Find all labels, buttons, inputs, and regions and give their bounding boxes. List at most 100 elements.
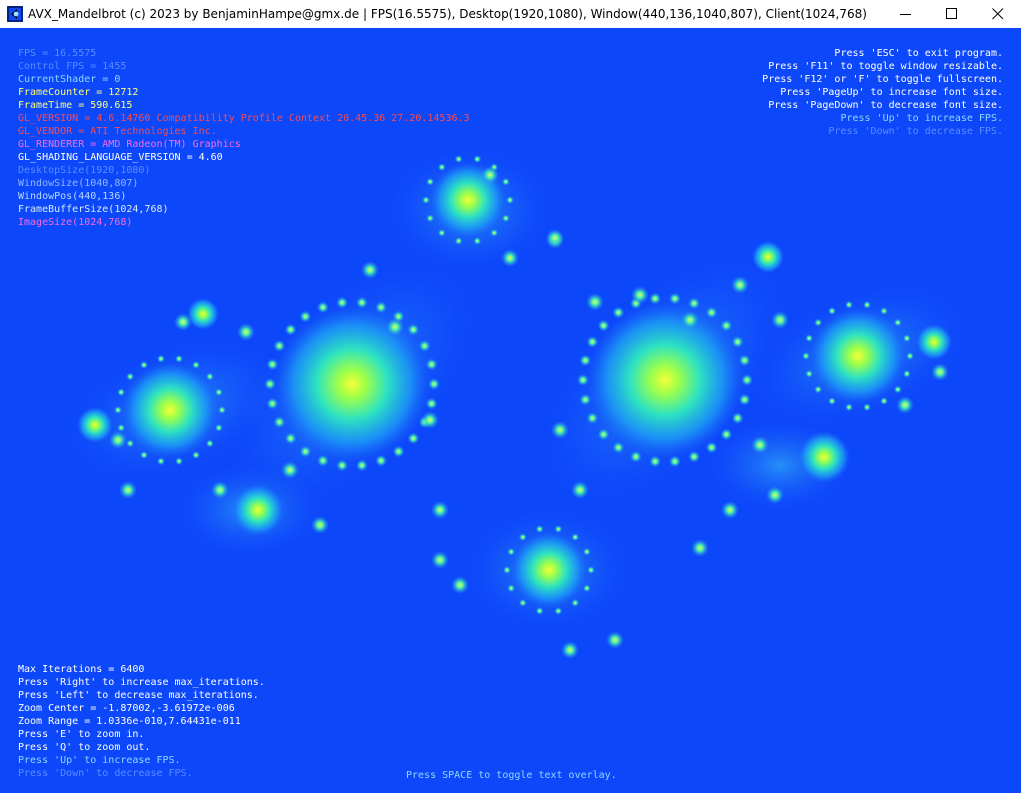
fractal-core — [187, 298, 219, 330]
stats-line: FrameCounter = 12712 — [18, 87, 139, 98]
fractal-bud — [705, 441, 718, 454]
fractal-bud — [266, 397, 279, 410]
fractal-bud — [451, 576, 469, 594]
render-canvas[interactable]: FPS = 16.5575 Control FPS = 1455 CurrentSh… — [0, 28, 1021, 793]
fractal-bud — [814, 385, 823, 394]
fractal-bud — [586, 293, 604, 311]
fractal-bud — [931, 363, 949, 381]
fractal-bud — [214, 388, 223, 397]
key-help-line: Press 'Up' to increase FPS. — [840, 113, 1003, 124]
fractal-bud — [805, 369, 814, 378]
fractal-core — [274, 306, 430, 462]
fractal-bud — [771, 311, 789, 329]
fractal-bud — [554, 525, 563, 534]
key-help-overlay: Press 'ESC' to exit program. Press 'F11' … — [762, 47, 1003, 138]
fractal-bud — [731, 412, 744, 425]
stats-line: GL_VENDOR = ATI Technologies Inc. — [18, 126, 217, 137]
fractal-bud — [473, 236, 482, 245]
fractal-bud — [501, 177, 510, 186]
fractal-bud — [741, 374, 753, 386]
fractal-bud — [902, 334, 911, 343]
fractal-bud — [126, 372, 135, 381]
fractal-bud — [355, 296, 368, 309]
fractal-bud — [299, 310, 312, 323]
fractal-core — [77, 407, 113, 443]
stats-line: FrameBufferSize(1024,768) — [18, 204, 169, 215]
fractal-core — [798, 431, 850, 483]
app-window-icon — [7, 6, 23, 22]
fractal-bud — [629, 450, 642, 463]
fractal-bud — [597, 428, 610, 441]
fractal-bud — [731, 335, 744, 348]
fractal-bud — [668, 455, 681, 468]
fractal-bud — [426, 214, 435, 223]
fractal-bud — [273, 339, 286, 352]
key-help-line: Press 'PageDown' to decrease font size. — [768, 100, 1003, 111]
window-titlebar[interactable]: AVX_Mandelbrot (c) 2023 by BenjaminHampe… — [0, 0, 1021, 28]
fractal-bud — [386, 318, 404, 336]
fractal-bud — [211, 481, 229, 499]
fractal-bud — [126, 439, 135, 448]
fractal-bud — [192, 360, 200, 369]
fractal-bud — [649, 292, 662, 305]
fractal-core — [752, 241, 784, 273]
fractal-bud — [606, 631, 624, 649]
stats-line: DesktopSize(1920,1080) — [18, 165, 151, 176]
fractal-bud — [156, 354, 165, 363]
fractal-bud — [316, 301, 329, 314]
stats-line: Control FPS = 1455 — [18, 61, 127, 72]
fractal-bud — [336, 459, 349, 472]
stats-line: GL_VERSION = 4.6.14760 Compatibility Pro… — [18, 113, 470, 124]
fractal-core — [587, 302, 743, 458]
fractal-bud — [582, 584, 591, 593]
zoom-info-line: Press 'Left' to decrease max_iterations. — [18, 690, 259, 701]
fractal-bud — [546, 229, 564, 247]
fractal-bud — [336, 296, 349, 309]
close-button[interactable] — [975, 0, 1021, 28]
fractal-bud — [612, 306, 625, 319]
fractal-bud — [174, 313, 192, 331]
stats-line: WindowSize(1040,807) — [18, 178, 139, 189]
fractal-core — [916, 324, 952, 360]
minimize-button[interactable] — [883, 0, 929, 28]
minimize-icon — [900, 14, 911, 15]
fractal-bud — [431, 551, 449, 569]
zoom-info-line: Press 'Down' to decrease FPS. — [18, 768, 193, 779]
fractal-bud — [668, 292, 681, 305]
maximize-button[interactable] — [929, 0, 975, 28]
fractal-bud — [156, 457, 165, 466]
fractal-bud — [738, 354, 751, 367]
fractal-bud — [284, 432, 297, 445]
fractal-bud — [828, 397, 836, 406]
fractal-bud — [205, 439, 214, 448]
fractal-bud — [863, 300, 872, 309]
fractal-core — [122, 362, 218, 458]
stats-line: FPS = 16.5575 — [18, 48, 97, 59]
key-help-line: Press 'PageUp' to increase font size. — [780, 87, 1003, 98]
fractal-bud — [571, 481, 589, 499]
fractal-bud — [284, 323, 297, 336]
fractal-bud — [490, 228, 499, 237]
fractal-bud — [192, 451, 200, 460]
fractal-bud — [355, 459, 368, 472]
fractal-bud — [688, 297, 701, 310]
fractal-bud — [582, 547, 591, 556]
fractal-bud — [535, 606, 544, 615]
zoom-info-line: Zoom Range = 1.0336e-010,7.64431e-011 — [18, 716, 241, 727]
fractal-bud — [407, 432, 420, 445]
fractal-bud — [214, 423, 223, 432]
fractal-bud — [649, 455, 662, 468]
fractal-bud — [421, 411, 439, 429]
fractal-bud — [751, 436, 769, 454]
fractal-bud — [902, 369, 911, 378]
fractal-bud — [175, 457, 184, 466]
fractal-bud — [612, 441, 625, 454]
fractal-bud — [237, 323, 255, 341]
fractal-bud — [437, 228, 446, 237]
fractal-bud — [631, 286, 649, 304]
fractal-bud — [117, 388, 126, 397]
fractal-bud — [425, 397, 438, 410]
key-help-line: Press 'Down' to decrease FPS. — [828, 126, 1003, 137]
fractal-bud — [535, 525, 544, 534]
fractal-bud — [501, 249, 519, 267]
